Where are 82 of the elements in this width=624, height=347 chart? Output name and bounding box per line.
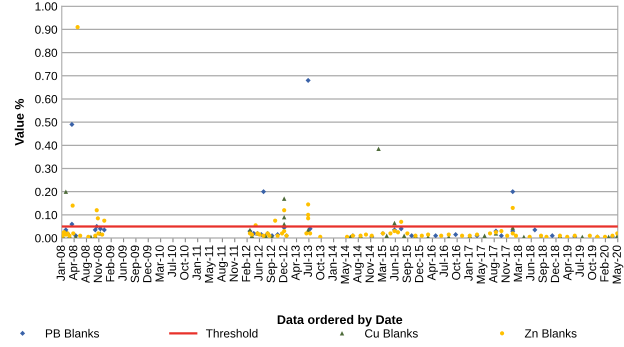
point [376,146,381,152]
x-tick-label: Aug-08 [81,245,92,284]
x-tick-label: Oct-10 [180,245,188,280]
x-tick-label: Dec-12 [278,246,288,282]
point [92,227,98,232]
y-tick-label: 0.70 [35,72,58,80]
x-tick-label: Dec-09 [143,246,152,282]
x-tick-label: May-20 [612,245,624,284]
x-tick-label: Dec-15 [415,245,424,282]
point [498,233,504,238]
x-tick-label: Jun-09 [118,246,127,281]
x-tick-label: Mar-18 [514,245,522,282]
x-tick-label: Apr-13 [291,246,302,280]
x-tick-label: Jun-15 [390,245,399,281]
x-tick-label: Jan-14 [328,245,337,281]
x-tick-label: Jul-13 [303,246,312,277]
x-tick-label: Sep-09 [130,246,142,283]
x-tick-label: Apr-16 [427,246,438,280]
x-tick-label: Jul-10 [167,245,176,277]
point [392,220,397,226]
y-tick-label: 1.00 [36,2,58,11]
point [532,227,538,232]
x-tick-label: Aug-14 [353,245,364,284]
x-tick-label: Sep-15 [402,245,414,283]
y-tick-label: 0.00 [35,234,58,242]
point [69,122,74,128]
y-tick-label: 0.40 [35,141,58,150]
x-tick-label: Nov-17 [501,246,510,282]
x-tick-label: Feb-09 [106,246,114,282]
x-tick-label: Apr-08 [68,245,80,280]
x-tick-label: Aug-11 [217,246,228,282]
x-tick-label: Feb-12 [242,246,250,282]
x-tick-label: Mar-10 [155,245,164,282]
x-tick-label: Feb-20 [600,245,609,282]
x-tick-label: Jun-12 [254,246,263,281]
point [402,234,406,238]
x-tick-label: Nov-08 [94,246,102,282]
point [260,189,266,194]
point [453,232,458,238]
point [482,234,487,238]
legend-label: PB Blanks [46,328,100,338]
point [282,214,286,220]
x-tick-label: May-14 [340,245,352,284]
x-tick-label: Jul-19 [575,246,584,277]
x-tick-label: Sep-18 [538,245,550,283]
x-tick-label: Jul-16 [439,246,448,277]
point [510,189,516,194]
legend-label: Threshold [206,328,258,338]
x-tick-label: Dec-18 [550,246,560,282]
point [550,233,555,238]
x-tick-label: Aug-17 [489,246,500,284]
x-tick-label: Jan-11 [192,246,201,280]
x-tick-label: May-11 [204,246,216,283]
y-tick-label: 0.30 [35,164,58,173]
legend-label: Zn Blanks [524,328,577,338]
x-axis-title: Data ordered by Date [278,314,402,327]
x-tick-label: May-17 [476,246,488,284]
point [306,78,311,83]
x-tick-label: Mar-15 [378,245,386,282]
point [64,189,68,194]
x-tick-label: Sep-12 [266,246,278,283]
y-tick-label: 0.50 [35,118,58,127]
x-tick-label: Oct-13 [316,246,324,280]
y-tick-label: 0.10 [35,210,58,220]
point [384,234,389,238]
point [282,196,286,201]
y-tick-label: 0.80 [35,48,58,57]
y-axis-title: Value % [14,98,24,146]
x-tick-label: Nov-11 [230,246,238,282]
y-tick-label: 0.20 [35,188,58,196]
y-tick-label: 0.60 [35,95,58,104]
point [102,227,107,232]
x-tick-label: Oct-16 [452,246,460,280]
x-tick-label: Oct-19 [588,246,596,280]
x-tick-label: Jan-08 [56,245,65,281]
x-tick-label: Jun-18 [526,245,534,281]
point [433,233,438,238]
x-tick-label: Nov-14 [366,245,374,282]
x-tick-label: Jan-17 [464,246,473,281]
y-tick-label: 0.90 [35,25,58,34]
legend-label: Cu Blanks [365,328,418,338]
x-tick-label: Apr-19 [563,246,574,280]
